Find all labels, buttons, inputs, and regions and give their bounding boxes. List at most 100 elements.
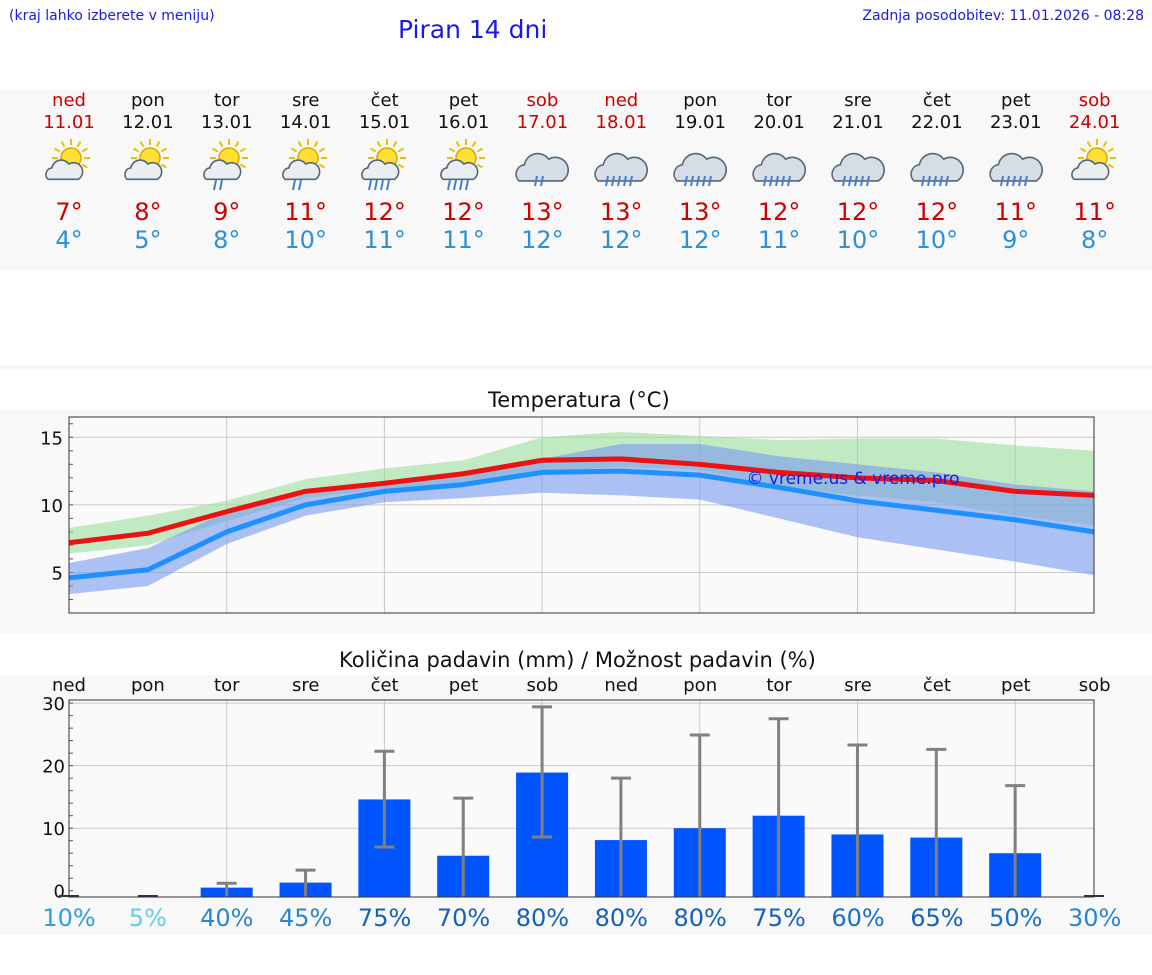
series-line-min [68, 468, 1095, 581]
precip-day-label: sre [844, 675, 872, 696]
day-date: 16.01 [437, 112, 490, 133]
precipitation-chart: 0 10 20 30 [42, 694, 1104, 903]
day-date: 20.01 [753, 112, 805, 133]
precip-probability: 75% [752, 904, 806, 932]
min-temperature: 4° [55, 226, 83, 254]
min-temperature: 10° [836, 226, 880, 254]
max-temperature: 12° [836, 198, 880, 226]
sun-cloud-rain-icon [281, 139, 327, 191]
precip-probability: 45% [279, 904, 333, 932]
cloud-heavy-rain-icon [673, 152, 728, 187]
max-temperature: 8° [134, 198, 162, 226]
day-date: 21.01 [832, 112, 884, 133]
day-date: 23.01 [990, 112, 1042, 133]
precip-probability: 30% [1068, 904, 1122, 932]
max-temperature: 7° [55, 198, 83, 226]
precip-probability: 60% [831, 904, 885, 932]
cloud-heavy-rain-icon [752, 152, 807, 187]
min-temperature: 12° [678, 226, 722, 254]
precip-probability: 80% [515, 904, 570, 932]
max-temperature: 11° [1073, 198, 1116, 226]
y-tick-label: 10 [40, 496, 63, 517]
day-name: pet [1001, 90, 1031, 111]
precip-day-label: pet [448, 675, 479, 696]
watermark: © vreme.us & vreme.pro [746, 469, 959, 489]
y-tick-label: 20 [42, 757, 65, 778]
day-date: 12.01 [122, 112, 174, 133]
max-temperature: 12° [363, 198, 406, 226]
cloud-heavy-rain-icon [831, 152, 885, 187]
sun-cloud-heavy-rain-icon [360, 139, 406, 191]
day-name: sob [1078, 90, 1111, 111]
min-temperature: 11° [363, 226, 406, 254]
day-name: tor [214, 90, 240, 111]
precip-day-label: pet [1001, 675, 1031, 696]
min-temperature: 11° [442, 226, 485, 254]
day-name: čet [922, 90, 951, 111]
max-temperature: 12° [442, 198, 485, 226]
day-name: pon [130, 90, 165, 111]
cloud-heavy-rain-icon [989, 152, 1043, 187]
day-name: sre [844, 90, 872, 111]
precip-probability: 65% [910, 904, 964, 932]
day-name: ned [52, 90, 86, 111]
min-temperature: 5° [134, 226, 162, 254]
day-date: 13.01 [201, 112, 253, 133]
plot-frame [68, 416, 1095, 614]
last-update: Zadnja posodobitev: 11.01.2026 - 08:28 [862, 8, 1144, 24]
day-name: sob [526, 90, 559, 111]
max-temperature: 11° [994, 198, 1038, 226]
band-min-range [69, 444, 1094, 595]
precip-day-label: sre [291, 675, 320, 696]
min-temperature: 12° [521, 226, 564, 254]
max-temperature: 12° [757, 198, 801, 226]
precip-probability: 80% [594, 904, 648, 932]
max-temperature: 13° [678, 198, 722, 226]
precip-day-label: čet [370, 675, 399, 696]
day-name: čet [370, 90, 399, 111]
precip-probability: 70% [436, 904, 491, 932]
precip-probability: 5% [128, 904, 167, 932]
day-strip-band [0, 90, 1152, 270]
day-date: 22.01 [911, 112, 963, 133]
min-temperature: 9° [1002, 226, 1030, 254]
min-temperature: 10° [284, 226, 327, 254]
y-tick-label: 0 [54, 882, 65, 903]
temperature-chart: 5 10 15 © vreme.us & vreme.pro [40, 416, 1095, 614]
max-temperature: 9° [213, 198, 241, 226]
day-name: pet [448, 90, 479, 111]
precip-day-label: pon [130, 675, 165, 696]
day-date: 14.01 [279, 112, 332, 133]
precip-probability: 50% [989, 904, 1043, 932]
plot-frame [68, 699, 1095, 898]
min-temperature: 10° [915, 226, 959, 254]
max-temperature: 13° [521, 198, 564, 226]
sun-cloud-icon [124, 139, 169, 181]
cloud-rain-icon [515, 152, 570, 187]
y-tick-label: 15 [40, 428, 63, 449]
precip-day-label: čet [922, 675, 951, 696]
series-line-max [68, 456, 1095, 546]
precip-day-label: pon [683, 675, 718, 696]
precip-probability: 80% [673, 904, 727, 932]
sun-cloud-rain-icon [203, 139, 248, 191]
cloud-heavy-rain-icon [910, 152, 964, 187]
min-temperature: 8° [1081, 226, 1109, 254]
day-date: 17.01 [516, 112, 569, 133]
day-date: 18.01 [595, 112, 648, 133]
location-hint-link[interactable]: (kraj lahko izberete v meniju) [9, 8, 215, 24]
min-temperature: 11° [757, 226, 801, 254]
sun-cloud-icon [1070, 139, 1116, 181]
precip-day-label: sob [1078, 675, 1111, 696]
precip-day-label: tor [214, 675, 240, 696]
day-date: 19.01 [674, 112, 726, 133]
day-name: sre [291, 90, 320, 111]
cloud-heavy-rain-icon [594, 152, 649, 187]
precip-day-label: ned [604, 675, 639, 696]
day-name: pon [683, 90, 718, 111]
sun-cloud-icon [45, 139, 90, 181]
separator-band [0, 365, 1152, 370]
precip-probability: 10% [42, 904, 96, 932]
day-name: tor [766, 90, 792, 111]
precip-day-label: ned [52, 675, 86, 696]
